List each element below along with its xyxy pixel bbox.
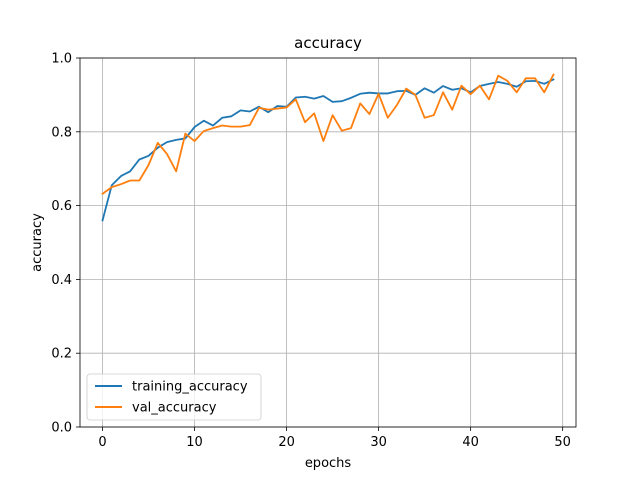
y-tick-label: 1.0 (51, 52, 72, 67)
x-tick-label: 10 (186, 435, 203, 450)
y-tick-label: 0.4 (51, 273, 72, 288)
chart-title: accuracy (294, 34, 362, 52)
series-line-val-accuracy (101, 73, 555, 196)
y-tick-label: 0.8 (51, 125, 72, 140)
y-axis-label: accuracy (30, 213, 45, 272)
x-tick-label: 0 (98, 435, 106, 450)
x-tick-label: 50 (554, 435, 571, 450)
legend-label-val-accuracy: val_accuracy (132, 401, 217, 416)
legend: training_accuracy val_accuracy (86, 373, 262, 421)
grid-layer (80, 57, 576, 428)
plot-area-frame (79, 57, 577, 428)
ticks-layer: 0 10 20 30 40 50 0.0 0.2 0.4 0.6 0.8 1.0 (51, 52, 571, 451)
legend-label-training-accuracy: training_accuracy (132, 380, 248, 395)
x-tick-label: 30 (370, 435, 387, 450)
x-tick-label: 20 (278, 435, 295, 450)
y-tick-label: 0.0 (51, 421, 72, 436)
x-axis-label: epochs (305, 456, 352, 471)
series-layer (101, 73, 555, 222)
x-tick-label: 40 (462, 435, 479, 450)
y-tick-label: 0.6 (51, 199, 72, 214)
y-tick-label: 0.2 (51, 347, 72, 362)
legend-box (86, 373, 262, 421)
